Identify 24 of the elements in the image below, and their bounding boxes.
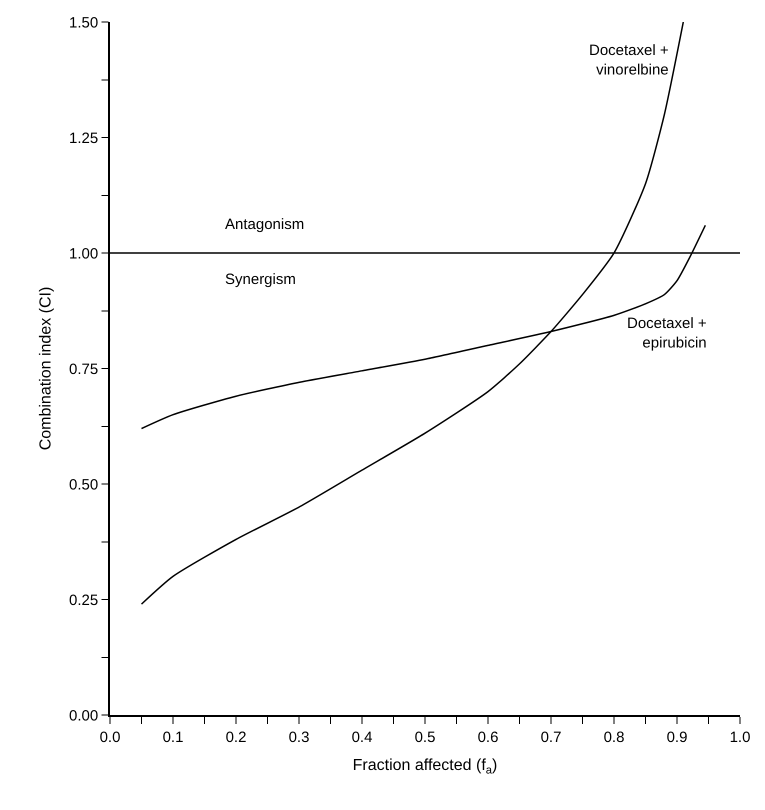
x-tick-label: 0.3 bbox=[288, 728, 310, 746]
x-tick-label: 0.0 bbox=[100, 728, 120, 746]
x-tick-label: 0.5 bbox=[414, 728, 436, 746]
x-tick-label: 1.0 bbox=[730, 728, 750, 746]
annotation: Synergism bbox=[225, 271, 296, 288]
x-tick-label: 0.2 bbox=[226, 728, 246, 746]
y-tick-label: 1.00 bbox=[69, 245, 98, 262]
y-tick-label: 0.50 bbox=[69, 476, 98, 494]
y-tick-label: 0.75 bbox=[69, 360, 98, 378]
x-tick-label: 0.8 bbox=[604, 728, 624, 746]
x-tick-label: 0.4 bbox=[352, 728, 372, 746]
y-tick-label: 1.50 bbox=[69, 14, 98, 32]
x-tick-label: 0.9 bbox=[666, 728, 688, 746]
x-tick-label: 0.1 bbox=[162, 728, 184, 746]
y-axis-title: Combination index (CI) bbox=[37, 286, 54, 450]
y-tick-label: 1.25 bbox=[69, 130, 98, 147]
y-tick-label: 0.00 bbox=[69, 707, 98, 724]
series-label: Docetaxel + epirubicin bbox=[627, 315, 707, 352]
annotation: Antagonism bbox=[225, 216, 304, 233]
series-label: Docetaxel + vinorelbine bbox=[589, 42, 669, 78]
x-axis-title: Fraction affected (f$_{a}$) bbox=[352, 756, 498, 776]
y-tick-label: 0.25 bbox=[69, 592, 98, 609]
x-tick-label: 0.6 bbox=[478, 728, 498, 746]
x-tick-label: 0.7 bbox=[540, 728, 562, 746]
